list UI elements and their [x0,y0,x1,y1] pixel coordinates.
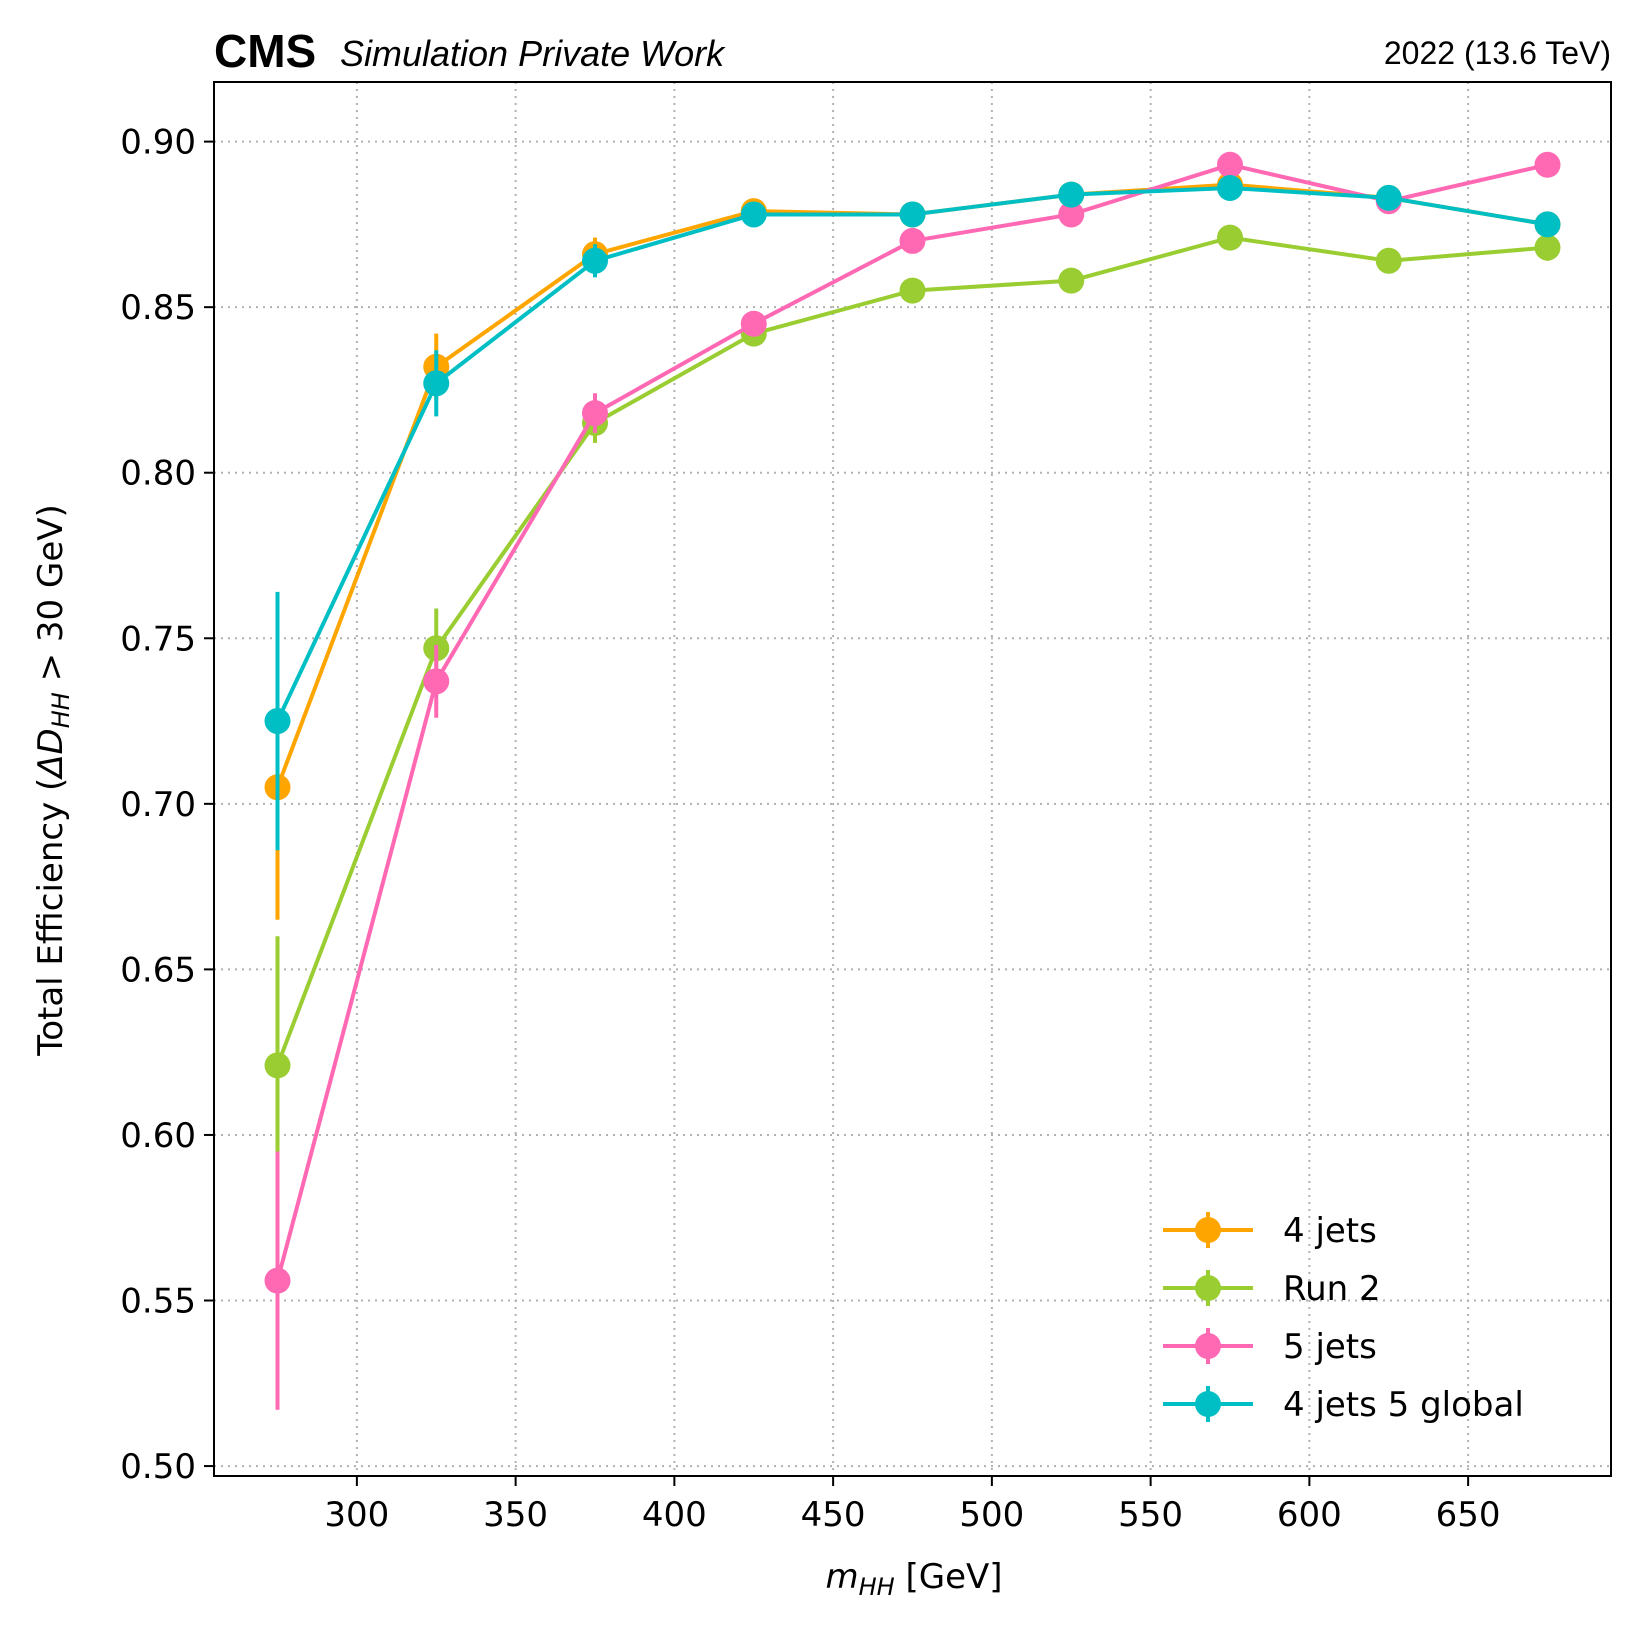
data-point [899,201,926,228]
axis-ticks: 300 350 400 450 500 550 600 650 0.50 0.55 0.60 0.65… [120,123,1500,1535]
y-tick-label: 0.65 [120,950,196,990]
lumi-label: 2022 (13.6 TeV) [1384,35,1611,71]
x-tick-label: 650 [1436,1495,1501,1535]
data-point [264,708,291,735]
x-tick-label: 600 [1277,1495,1342,1535]
data-point [582,247,608,274]
grid [214,82,1611,1476]
plot-area [214,82,1611,1476]
legend-label: 5 jets [1283,1327,1377,1367]
data-point [1217,174,1243,201]
data-point [1058,267,1085,294]
data-point [423,370,450,397]
x-tick-label: 350 [483,1495,548,1535]
data-point [1217,151,1243,178]
y-tick-label: 0.80 [120,454,196,494]
data-point [899,227,926,254]
x-axis-title: mHH [GeV] [825,1557,1002,1601]
data-point [740,201,767,228]
series-4-jets-5-global [264,174,1561,851]
x-tick-label: 500 [959,1495,1024,1535]
x-tick-label: 300 [324,1495,389,1535]
data-point [1375,247,1402,274]
data-point [1534,234,1561,261]
legend-label: 4 jets [1283,1211,1377,1251]
data-point [582,400,608,427]
y-tick-label: 0.75 [120,619,196,659]
x-tick-label: 450 [801,1495,866,1535]
legend-entry: 4 jets [1163,1211,1377,1251]
legend-marker [1195,1391,1221,1417]
y-tick-label: 0.90 [120,123,196,163]
data-point [264,1052,291,1079]
data-point [423,668,450,695]
legend-entry: Run 2 [1163,1269,1381,1309]
y-tick-label: 0.60 [120,1116,196,1156]
cms-label: CMS [214,25,316,77]
plot-frame [213,81,1612,1477]
data-point [1058,181,1085,208]
legend-marker [1195,1217,1221,1243]
data-point [740,310,767,337]
legend-marker [1195,1333,1221,1359]
series-layer [264,151,1561,1410]
legend-marker [1195,1275,1221,1301]
data-point [1217,224,1243,251]
legend-entry: 5 jets [1163,1327,1377,1367]
legend-entry: 4 jets 5 global [1163,1385,1524,1425]
y-axis-title: Total Efficiency (ΔDHH > 30 GeV) [31,504,75,1057]
legend-label: 4 jets 5 global [1283,1385,1524,1425]
simulation-label: Simulation Private Work [340,33,726,74]
legend: 4 jets Run 2 5 jets 4 jets 5 global [1163,1211,1524,1425]
data-point [1375,184,1402,211]
x-tick-label: 550 [1118,1495,1183,1535]
y-tick-label: 0.70 [120,785,196,825]
data-point [1534,151,1561,178]
y-tick-label: 0.55 [120,1282,196,1322]
data-point [899,277,926,304]
x-tick-label: 400 [642,1495,707,1535]
y-tick-label: 0.85 [120,288,196,328]
data-point [264,1267,291,1294]
legend-label: Run 2 [1283,1269,1381,1309]
data-point [1534,211,1561,238]
data-point [1058,201,1085,228]
y-tick-label: 0.50 [120,1447,196,1487]
